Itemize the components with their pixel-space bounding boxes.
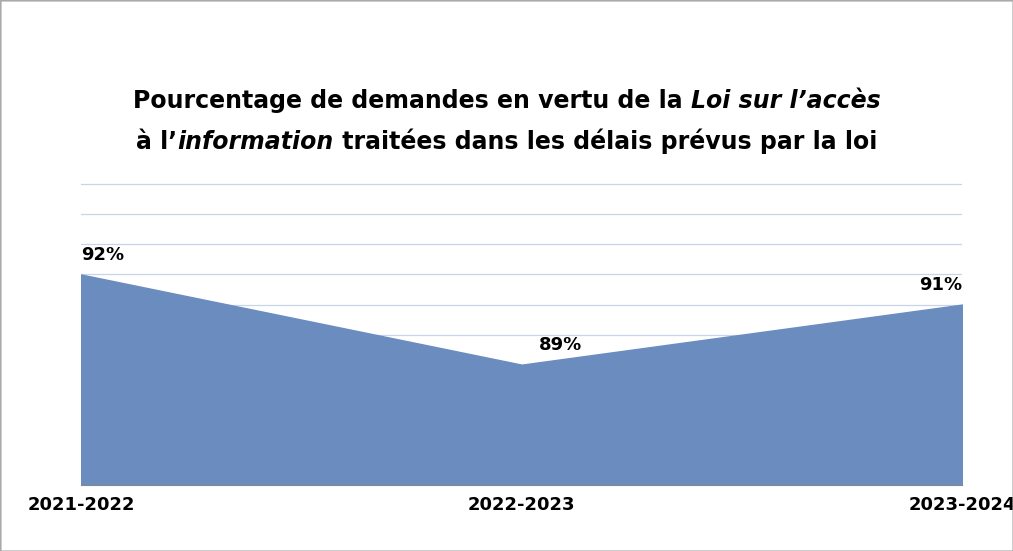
Text: 92%: 92% <box>81 246 125 264</box>
Text: 91%: 91% <box>919 276 962 294</box>
Text: 89%: 89% <box>539 336 582 354</box>
Text: à l’: à l’ <box>136 130 177 154</box>
Text: information: information <box>177 130 333 154</box>
Text: Loi sur l’accès: Loi sur l’accès <box>691 89 880 113</box>
Text: traitées dans les délais prévus par la loi: traitées dans les délais prévus par la l… <box>333 129 877 154</box>
Text: Pourcentage de demandes en vertu de la: Pourcentage de demandes en vertu de la <box>133 89 691 113</box>
